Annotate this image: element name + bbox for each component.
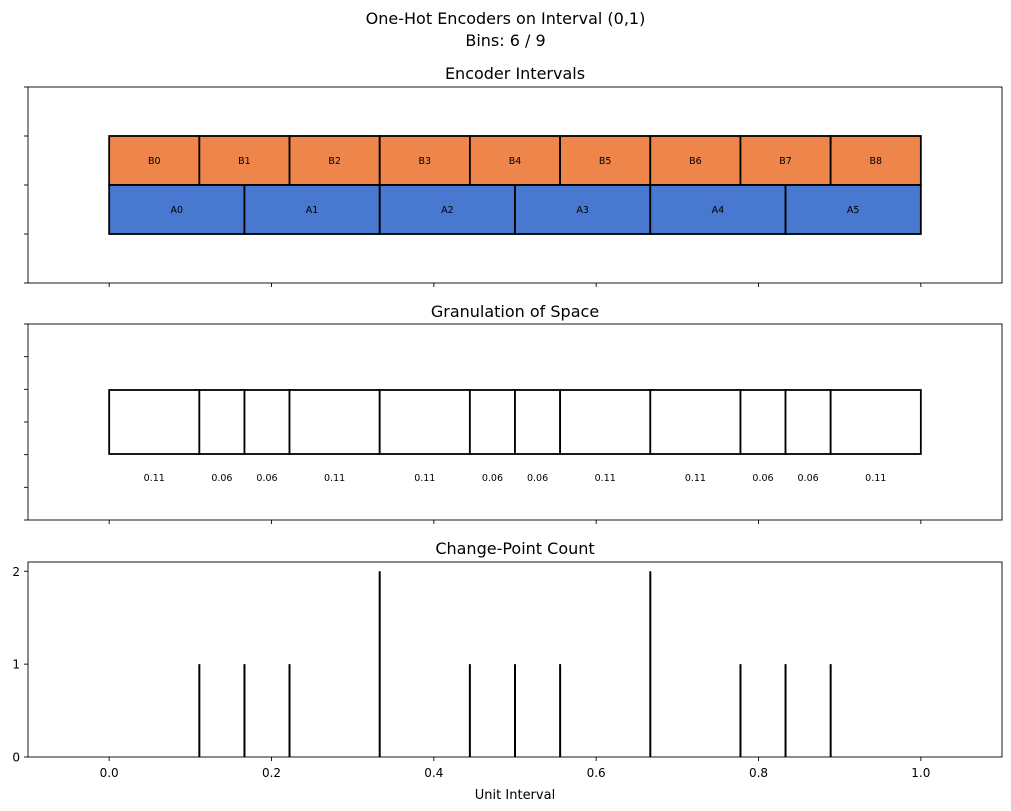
encoder-a-bin [243,184,381,235]
change-point-y-tick-label: 0 [12,751,20,765]
granule-width-label: 0.11 [144,473,165,484]
granule-width-label: 0.06 [527,473,548,484]
encoder-b-bin-label: B8 [869,156,882,167]
encoder-a-bin-label: A0 [171,205,184,216]
encoder-b-bin-label: B4 [509,156,522,167]
encoder-b-bin [649,135,742,186]
encoder-b-bin-label: B2 [328,156,341,167]
encoder-a-bin-label: A3 [576,205,589,216]
granule-width-label: 0.11 [324,473,345,484]
granulation-panel: Granulation of Space 0.11 0.06 0.06 0.11 0.1… [24,302,1003,524]
encoder-b-bin-label: B7 [779,156,792,167]
granule-segment [784,389,832,455]
granule-segment [288,389,381,455]
granule-segment [378,389,471,455]
granule-width-label: 0.06 [798,473,819,484]
figure-title-line2: Bins: 6 / 9 [465,31,545,50]
granulation-title: Granulation of Space [431,302,599,321]
change-point-y-tick-label: 1 [12,658,20,672]
encoder-b-bin [829,135,922,186]
encoder-b-bin-label: B5 [599,156,612,167]
granule-segment [829,389,922,455]
change-point-x-tick-label: 0.6 [587,766,606,780]
change-point-x-tick-label: 0.2 [262,766,281,780]
encoder-a-bin [378,184,516,235]
granule-segment [514,389,562,455]
encoder-b-bin-label: B1 [238,156,251,167]
granule-segment [559,389,652,455]
granule-width-label: 0.11 [685,473,706,484]
granule-width-label: 0.06 [256,473,277,484]
change-point-x-tick-label: 0.8 [749,766,768,780]
granule-width-label: 0.11 [595,473,616,484]
granule-width-label: 0.06 [211,473,232,484]
encoder-a-bin-label: A5 [847,205,860,216]
change-point-x-tick-label: 0.4 [424,766,443,780]
x-axis-label: Unit Interval [475,788,555,803]
change-point-title: Change-Point Count [435,539,594,558]
encoder-a-bin-label: A4 [712,205,725,216]
granule-segment [108,389,201,455]
encoder-b-bin [559,135,652,186]
encoder-a-bin [649,184,787,235]
encoder-b-bin [469,135,561,186]
change-point-x-tick-label: 1.0 [911,766,930,780]
granule-width-label: 0.06 [752,473,773,484]
figure-title-line1: One-Hot Encoders on Interval (0,1) [366,9,646,28]
granule-segment [243,389,291,455]
encoder-a-bin [784,184,922,235]
encoder-a-bin-label: A2 [441,205,454,216]
encoder-b-bin-label: B6 [689,156,702,167]
granule-segment [468,389,516,455]
granule-width-label: 0.11 [865,473,886,484]
granule-segment [739,389,787,455]
encoder-intervals-title: Encoder Intervals [445,64,585,83]
encoder-b-bin-label: B3 [419,156,432,167]
encoder-a-bin [108,184,246,235]
change-point-y-tick-label: 2 [12,565,20,579]
granule-segment [198,389,246,455]
encoder-b-bin-label: B0 [148,156,161,167]
change-point-panel: Change-Point Count Unit Interval 0 1 2 0.0 0… [12,539,1003,803]
encoder-a-bin-label: A1 [306,205,319,216]
granule-segment [649,389,742,455]
granule-width-label: 0.06 [482,473,503,484]
encoder-a-bin [514,184,652,235]
granule-width-label: 0.11 [414,473,435,484]
encoder-intervals-panel: Encoder Intervals B0 B1 B2 B3 B4 B5 B6 B7 B8 A0 A1… [24,64,1003,287]
change-point-x-tick-label: 0.0 [100,766,119,780]
